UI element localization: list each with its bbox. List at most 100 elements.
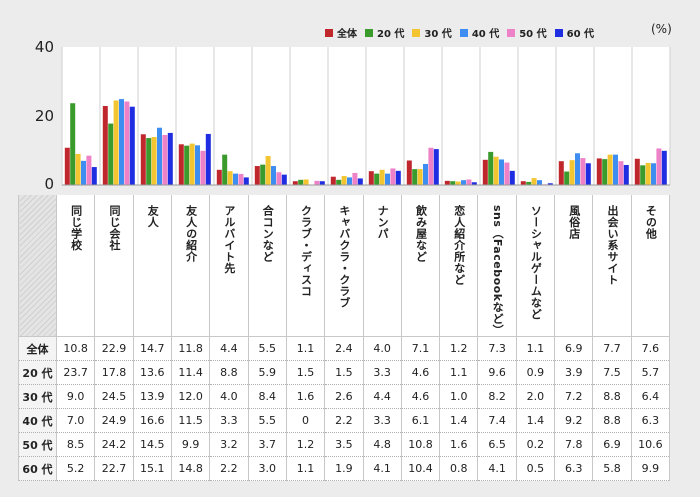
category-label: ソーシャルゲームなど bbox=[529, 205, 543, 320]
bar bbox=[395, 170, 401, 185]
y-tick-label: 40 bbox=[34, 38, 54, 56]
bar bbox=[184, 145, 190, 185]
table-cell: 24.9 bbox=[94, 408, 134, 434]
bar bbox=[471, 182, 477, 185]
table-cell: 5.9 bbox=[247, 360, 287, 386]
legend-item: 20 代 bbox=[365, 25, 404, 40]
bar bbox=[216, 169, 222, 185]
bar bbox=[466, 179, 472, 185]
row-label: 全体 bbox=[18, 336, 57, 362]
bar bbox=[423, 163, 428, 185]
row-label: 40 代 bbox=[18, 408, 57, 434]
bar bbox=[205, 133, 211, 185]
table-row: 40 代 7.0 24.9 16.6 11.5 3.3 5.5 0 2.2 3.3 6.1 1.4 7.… bbox=[18, 408, 671, 434]
category-header: 出会い系サイト bbox=[592, 195, 632, 338]
table-cell: 4.6 bbox=[400, 360, 441, 386]
table-cell: 5.5 bbox=[247, 336, 287, 362]
table-row: 30 代 9.0 24.5 13.9 12.0 4.0 8.4 1.6 2.6 4.4 4.6 1.0… bbox=[18, 384, 671, 410]
bar bbox=[385, 173, 390, 185]
category-label: 恋人紹介所など bbox=[452, 205, 466, 286]
bar bbox=[119, 99, 124, 185]
y-tick-label: 0 bbox=[44, 175, 54, 193]
data-table: 同じ学校 同じ会社 友人 友人の紹介 アルバイト先 合コンなど クラブ・ディスコ キャバクラ・… bbox=[18, 195, 671, 482]
table-cell: 1.2 bbox=[439, 336, 479, 362]
bar bbox=[314, 180, 320, 185]
table-cell: 1.4 bbox=[439, 408, 479, 434]
category-label: 友人 bbox=[146, 205, 160, 228]
table-cell: 1.1 bbox=[439, 360, 479, 386]
bar bbox=[564, 171, 570, 185]
unit-label: (%) bbox=[651, 22, 672, 36]
category-label: 出会い系サイト bbox=[606, 205, 620, 286]
bar bbox=[298, 179, 304, 185]
category-header: 風俗店 bbox=[554, 195, 594, 338]
bar bbox=[412, 169, 418, 185]
table-cell: 11.4 bbox=[170, 360, 211, 386]
bar bbox=[602, 159, 608, 186]
category-label: 同じ会社 bbox=[107, 205, 121, 251]
category-header: 同じ会社 bbox=[94, 195, 134, 338]
table-cell: 5.2 bbox=[55, 456, 96, 482]
bar bbox=[70, 103, 76, 185]
bar bbox=[108, 123, 114, 185]
table-cell: 9.6 bbox=[477, 360, 517, 386]
bar bbox=[374, 173, 380, 185]
legend-label: 60 代 bbox=[566, 29, 595, 40]
table-cell: 6.5 bbox=[477, 432, 517, 458]
bar bbox=[450, 181, 456, 186]
bar bbox=[417, 169, 423, 185]
category-header: クラブ・ディスコ bbox=[285, 195, 326, 338]
bar bbox=[585, 163, 591, 185]
table-cell: 0.8 bbox=[439, 456, 479, 482]
table-cell: 0.9 bbox=[515, 360, 556, 386]
table-cell: 1.2 bbox=[285, 432, 326, 458]
category-label: その他 bbox=[644, 205, 658, 240]
bar bbox=[428, 147, 434, 185]
category-label: クラブ・ディスコ bbox=[299, 205, 313, 297]
bar bbox=[238, 173, 244, 185]
table-cell: 2.0 bbox=[515, 384, 556, 410]
legend: 全体 20 代 30 代 40 代 50 代 60 代 bbox=[325, 25, 602, 40]
bar bbox=[233, 173, 238, 185]
bar bbox=[634, 158, 640, 185]
bar bbox=[195, 145, 200, 185]
legend-swatch bbox=[554, 28, 563, 37]
bar bbox=[580, 158, 586, 185]
bar bbox=[227, 171, 233, 185]
category-label: 飲み屋など bbox=[414, 205, 428, 263]
table-cell: 8.5 bbox=[55, 432, 96, 458]
bar bbox=[645, 162, 651, 185]
table-cell: 3.9 bbox=[554, 360, 594, 386]
bar bbox=[651, 163, 656, 185]
bar bbox=[162, 134, 168, 185]
bar bbox=[129, 106, 135, 185]
table-cell: 0.2 bbox=[515, 432, 556, 458]
table-cell: 3.7 bbox=[247, 432, 287, 458]
table-cell: 2.6 bbox=[324, 384, 364, 410]
category-header: ソーシャルゲームなど bbox=[515, 195, 556, 338]
table-cell: 1.6 bbox=[285, 384, 326, 410]
bar bbox=[613, 154, 618, 185]
y-tick-label: 20 bbox=[34, 107, 54, 125]
category-header: アルバイト先 bbox=[209, 195, 249, 338]
category-header: 合コンなど bbox=[247, 195, 287, 338]
table-cell: 9.0 bbox=[55, 384, 96, 410]
bar bbox=[390, 168, 396, 185]
table-cell: 6.9 bbox=[592, 432, 632, 458]
bar bbox=[124, 101, 130, 185]
table-cell: 17.8 bbox=[94, 360, 134, 386]
bar bbox=[406, 160, 412, 185]
bar bbox=[265, 156, 271, 185]
table-cell: 3.0 bbox=[247, 456, 287, 482]
bar bbox=[189, 143, 195, 185]
table-cell: 13.9 bbox=[132, 384, 172, 410]
bar bbox=[271, 166, 276, 186]
bar bbox=[661, 150, 667, 185]
bar bbox=[504, 162, 510, 185]
legend-item: 全体 bbox=[325, 25, 357, 40]
legend-swatch bbox=[507, 28, 516, 37]
category-header: キャバクラ・クラブ bbox=[324, 195, 364, 338]
table-cell: 6.3 bbox=[554, 456, 594, 482]
table-cell: 5.8 bbox=[592, 456, 632, 482]
bar bbox=[640, 165, 646, 186]
